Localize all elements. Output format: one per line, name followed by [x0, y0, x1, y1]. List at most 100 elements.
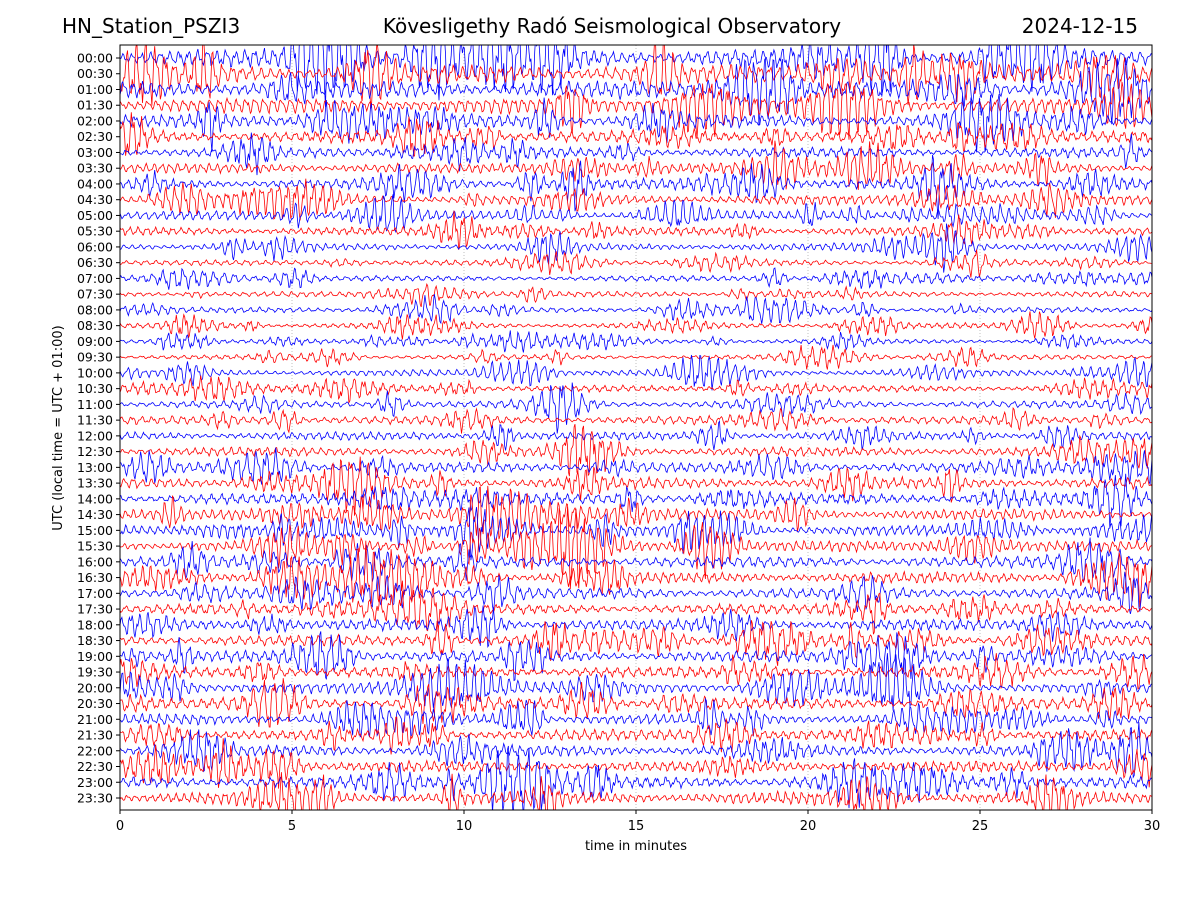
seismic-trace: [120, 745, 1152, 810]
seismic-trace: [120, 407, 1152, 434]
y-tick-label: 08:00: [77, 302, 113, 317]
seismic-trace: [120, 249, 1152, 278]
seismic-trace: [120, 344, 1152, 370]
y-tick-label: 10:00: [77, 365, 113, 380]
y-tick-label: 09:30: [77, 350, 113, 365]
seismic-trace: [120, 537, 1152, 584]
y-tick-label: 19:30: [77, 665, 113, 680]
x-tick-label: 0: [116, 819, 124, 834]
y-tick-label: 16:30: [77, 570, 113, 585]
y-tick-label: 18:00: [77, 617, 113, 632]
y-tick-label: 02:30: [77, 129, 113, 144]
seismic-trace: [120, 653, 1152, 690]
y-tick-label: 07:00: [77, 271, 113, 286]
y-tick-label: 12:30: [77, 444, 113, 459]
x-tick-label: 10: [456, 819, 473, 834]
seismic-trace: [120, 772, 1152, 810]
seismic-trace: [120, 140, 1152, 190]
seismic-trace: [120, 540, 1152, 608]
trace-group: [120, 45, 1152, 810]
seismic-trace: [120, 45, 1152, 110]
x-tick-label: 20: [800, 819, 817, 834]
seismic-trace: [120, 132, 1152, 176]
y-tick-label: 00:00: [77, 51, 113, 66]
seismic-trace: [120, 45, 1152, 108]
seismic-trace: [120, 697, 1152, 738]
y-tick-label: 15:00: [77, 523, 113, 538]
seismic-trace: [120, 210, 1152, 250]
y-tick-label: 13:30: [77, 476, 113, 491]
y-tick-label: 05:00: [77, 208, 113, 223]
x-tick-label: 5: [288, 819, 296, 834]
seismic-trace: [120, 473, 1152, 528]
seismic-trace: [120, 94, 1152, 153]
y-tick-label: 14:30: [77, 507, 113, 522]
seismic-trace: [120, 485, 1152, 540]
seismic-trace: [120, 354, 1152, 391]
y-tick-label: 23:30: [77, 791, 113, 806]
seismic-trace: [120, 620, 1152, 666]
x-tick-label: 30: [1144, 819, 1161, 834]
date-label: 2024-12-15: [1021, 14, 1138, 38]
y-tick-label: 07:30: [77, 287, 113, 302]
seismic-trace: [120, 423, 1152, 477]
y-tick-label: 03:00: [77, 145, 113, 160]
y-tick-label: 11:00: [77, 397, 113, 412]
y-tick-label: 03:30: [77, 161, 113, 176]
station-label: HN_Station_PSZI3: [62, 14, 241, 38]
seismic-trace: [120, 653, 1152, 711]
seismic-trace: [120, 447, 1152, 486]
y-tick-label: 15:30: [77, 539, 113, 554]
seismic-trace: [120, 311, 1152, 340]
y-tick-label: 12:00: [77, 428, 113, 443]
seismic-trace: [120, 154, 1152, 220]
y-axis: 00:0000:3001:0001:3002:0002:3003:0003:30…: [77, 51, 120, 806]
seismic-trace: [120, 722, 1152, 779]
y-tick-label: 21:00: [77, 712, 113, 727]
y-tick-label: 20:00: [77, 680, 113, 695]
y-tick-label: 04:30: [77, 192, 113, 207]
seismic-trace: [120, 282, 1152, 308]
x-axis-label: time in minutes: [585, 839, 687, 854]
y-tick-label: 19:00: [77, 649, 113, 664]
seismic-trace: [120, 571, 1152, 614]
seismic-trace: [120, 382, 1152, 434]
y-tick-label: 21:30: [77, 728, 113, 743]
seismic-trace: [120, 678, 1152, 728]
y-tick-label: 20:30: [77, 696, 113, 711]
seismic-trace: [120, 631, 1152, 682]
y-tick-label: 05:30: [77, 224, 113, 239]
y-tick-label: 23:00: [77, 775, 113, 790]
seismic-trace: [120, 456, 1152, 516]
seismic-trace: [120, 267, 1152, 290]
seismic-trace: [120, 178, 1152, 221]
y-axis-label: UTC (local time = UTC + 01:00): [51, 325, 66, 530]
seismic-trace: [120, 506, 1152, 590]
y-tick-label: 16:00: [77, 554, 113, 569]
seismic-trace: [120, 716, 1152, 755]
x-tick-label: 15: [628, 819, 645, 834]
seismic-trace: [120, 330, 1152, 353]
chart-title: Kövesligethy Radó Seismological Observat…: [382, 14, 842, 38]
y-tick-label: 06:30: [77, 255, 113, 270]
seismic-trace: [120, 194, 1152, 234]
seismic-trace: [120, 294, 1152, 325]
x-axis: 0 5 10 15 20 25 30: [116, 810, 1160, 834]
y-tick-label: 22:30: [77, 759, 113, 774]
seismic-trace: [120, 375, 1152, 405]
seismic-trace: [120, 506, 1152, 561]
seismic-trace: [120, 57, 1152, 126]
seismic-trace: [120, 419, 1152, 451]
x-tick-label: 25: [972, 819, 989, 834]
y-tick-label: 10:30: [77, 381, 113, 396]
y-tick-label: 01:00: [77, 82, 113, 97]
y-tick-label: 06:00: [77, 239, 113, 254]
y-tick-label: 17:00: [77, 586, 113, 601]
y-tick-label: 22:00: [77, 743, 113, 758]
seismic-trace: [120, 738, 1152, 789]
y-tick-label: 11:30: [77, 413, 113, 428]
y-tick-label: 01:30: [77, 98, 113, 113]
seismic-trace: [120, 223, 1152, 273]
seismic-trace: [120, 587, 1152, 635]
